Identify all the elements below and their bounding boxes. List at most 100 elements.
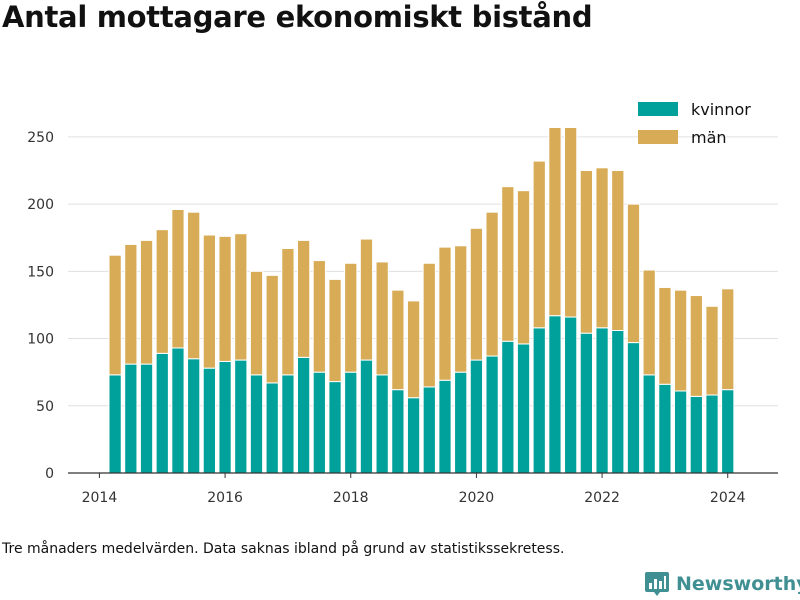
x-tick-label: 2016	[207, 490, 243, 506]
bar-man	[705, 305, 719, 396]
bar-man	[454, 245, 468, 373]
bar-man	[689, 295, 703, 397]
bar-kvinnor	[422, 386, 436, 474]
y-tick-label: 250	[27, 130, 54, 146]
bar-man	[265, 274, 279, 384]
bar-kvinnor	[532, 327, 546, 474]
bar-kvinnor	[689, 395, 703, 474]
bar-kvinnor	[469, 359, 484, 474]
bar-kvinnor	[296, 356, 311, 474]
bar-man	[281, 247, 295, 376]
bar-kvinnor	[249, 374, 264, 474]
bar-man	[375, 261, 389, 376]
x-tick-label: 2018	[333, 490, 369, 506]
bar-kvinnor	[234, 359, 248, 474]
brand-name: Newsworthy	[676, 573, 800, 595]
bar-kvinnor	[108, 374, 122, 474]
legend-label: kvinnor	[691, 100, 751, 119]
bar-man	[406, 300, 421, 399]
x-tick-label: 2014	[82, 490, 118, 506]
bar-man	[721, 288, 735, 391]
bar-man	[139, 239, 154, 365]
bar-man	[548, 126, 562, 317]
bar-kvinnor	[187, 358, 201, 474]
bar-man	[611, 170, 625, 331]
bar-kvinnor	[124, 363, 138, 474]
bar-man	[234, 233, 248, 361]
bar-kvinnor	[595, 327, 609, 474]
bar-kvinnor	[642, 374, 656, 474]
y-tick-label: 50	[36, 399, 54, 415]
bar-kvinnor	[501, 340, 515, 474]
bar-man	[658, 286, 672, 385]
bar-man	[391, 289, 405, 391]
bar-man	[516, 190, 531, 345]
bar-kvinnor	[344, 371, 358, 474]
bar-man	[249, 270, 264, 376]
bar-man	[579, 170, 593, 334]
bar-kvinnor	[721, 389, 735, 474]
y-tick-label: 200	[27, 197, 54, 213]
x-tick-label: 2020	[459, 490, 495, 506]
bar-man	[124, 243, 138, 365]
footnote: Tre månaders medelvärden. Data saknas ib…	[2, 541, 565, 557]
legend-swatch	[638, 102, 678, 116]
bar-kvinnor	[155, 352, 169, 474]
bar-man	[155, 229, 169, 354]
bar-man	[564, 126, 578, 318]
x-tick-label: 2022	[584, 490, 620, 506]
legend-label: män	[691, 128, 727, 147]
bar-kvinnor	[626, 342, 641, 474]
bar-man	[422, 262, 436, 388]
bar-kvinnor	[454, 371, 468, 474]
y-tick-label: 0	[45, 466, 54, 482]
bar-man	[296, 239, 311, 358]
bar-kvinnor	[658, 383, 672, 474]
bar-man	[532, 160, 546, 329]
y-tick-label: 150	[27, 264, 54, 280]
bar-man	[595, 167, 609, 329]
bar-kvinnor	[328, 381, 342, 474]
bar-kvinnor	[438, 379, 452, 474]
bar-man	[344, 262, 358, 373]
bar-kvinnor	[281, 374, 295, 474]
bar-man	[328, 278, 342, 383]
bar-kvinnor	[548, 315, 562, 474]
bar-kvinnor	[139, 363, 154, 474]
bar-man	[312, 260, 326, 373]
bar-man	[469, 227, 484, 361]
bar-man	[438, 246, 452, 381]
bar-kvinnor	[375, 374, 389, 474]
legend-swatch	[638, 130, 678, 144]
bar-kvinnor	[579, 332, 593, 474]
bar-kvinnor	[673, 390, 688, 474]
y-tick-label: 100	[27, 332, 54, 348]
bar-man	[187, 211, 201, 360]
chart-title: Antal mottagare ekonomiskt bistånd	[2, 0, 593, 34]
brand-logo[interactable]: Newsworthy	[644, 570, 800, 598]
bar-kvinnor	[359, 359, 374, 474]
bar-kvinnor	[218, 360, 232, 474]
bar-kvinnor	[265, 382, 279, 474]
bar-kvinnor	[391, 389, 405, 474]
bar-man	[202, 234, 216, 369]
bar-man	[485, 211, 499, 357]
bar-kvinnor	[171, 347, 185, 474]
x-tick-label: 2024	[710, 490, 746, 506]
bar-kvinnor	[312, 371, 326, 474]
bar-man	[108, 254, 122, 376]
bar-man	[171, 208, 185, 349]
bar-man	[359, 238, 374, 361]
bar-kvinnor	[485, 355, 499, 474]
bar-kvinnor	[516, 343, 531, 474]
bar-man	[501, 186, 515, 342]
newsworthy-logo-icon	[645, 572, 669, 596]
bar-man	[642, 269, 656, 376]
bar-kvinnor	[406, 397, 421, 474]
bar-kvinnor	[202, 367, 216, 474]
bar-kvinnor	[611, 329, 625, 474]
bar-kvinnor	[564, 316, 578, 474]
bar-man	[626, 203, 641, 344]
bar-man	[673, 289, 688, 392]
